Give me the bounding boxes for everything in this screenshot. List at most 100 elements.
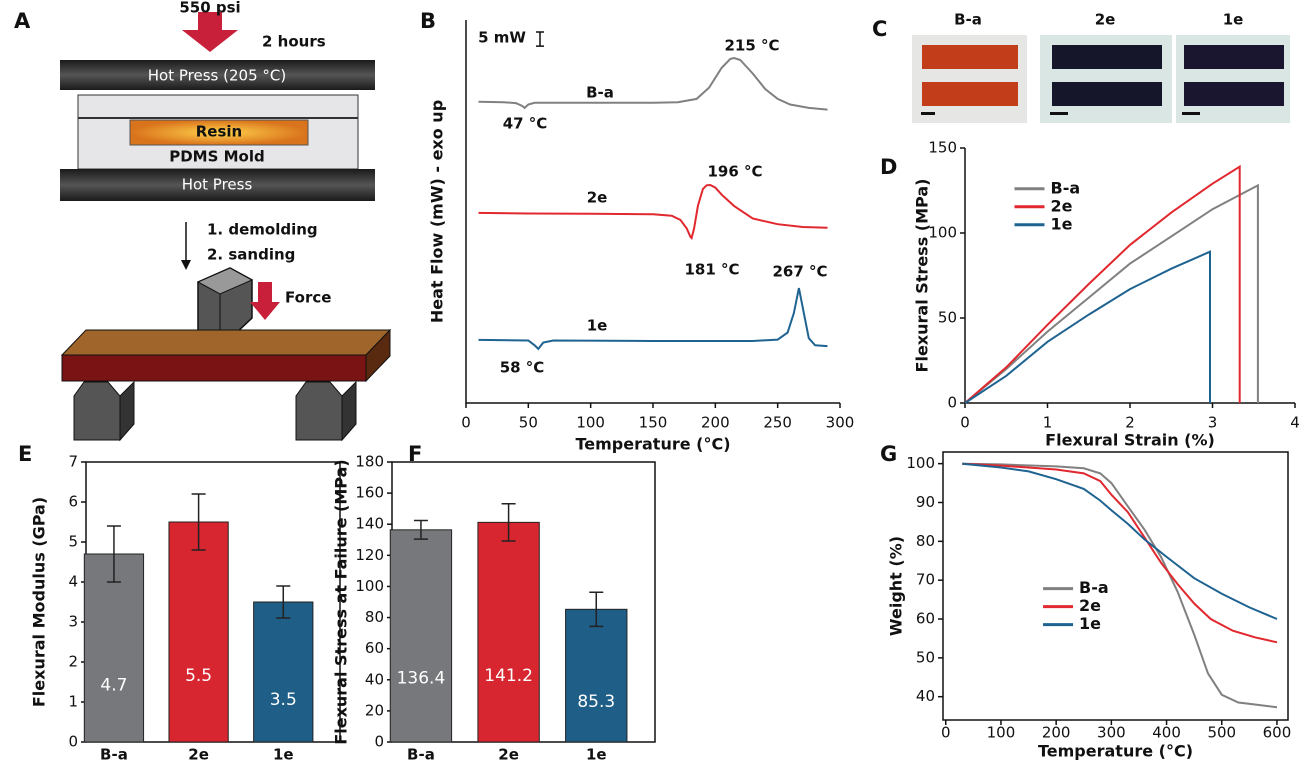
x-tick-label: 2e bbox=[498, 746, 519, 762]
y-tick-label: 60 bbox=[916, 610, 935, 628]
support bbox=[73, 381, 121, 441]
legend-label: 1e bbox=[1079, 614, 1101, 633]
scale-bar bbox=[921, 112, 935, 115]
time-label: 2 hours bbox=[262, 33, 326, 51]
value-label: 141.2 bbox=[484, 666, 533, 686]
scale-bar-label: 5 mW bbox=[478, 29, 526, 47]
resin-label: Resin bbox=[196, 123, 242, 141]
panel-label: E bbox=[18, 442, 32, 466]
panel-c: C B-a 2e 1e bbox=[872, 11, 1290, 123]
panel-label: A bbox=[14, 9, 31, 33]
annotation: 47 °C bbox=[503, 115, 548, 133]
top-press-label: Hot Press (205 °C) bbox=[148, 67, 286, 85]
y-tick-label: 0 bbox=[68, 733, 78, 751]
y-tick-label: 160 bbox=[355, 484, 384, 502]
sample-bar bbox=[1052, 45, 1162, 69]
y-axis-label: Flexural Stress (MPa) bbox=[913, 179, 932, 373]
y-tick-label: 0 bbox=[374, 733, 384, 751]
step-2: 2. sanding bbox=[207, 246, 295, 264]
series-line bbox=[962, 462, 1278, 620]
x-tick-label: 200 bbox=[1042, 724, 1071, 742]
x-tick-label: 200 bbox=[701, 414, 730, 432]
y-tick-label: 4 bbox=[68, 573, 78, 591]
sample-bar bbox=[922, 45, 1018, 69]
x-tick-label: 0 bbox=[960, 414, 970, 432]
x-tick-label: 250 bbox=[763, 414, 792, 432]
scale-bar bbox=[536, 31, 544, 47]
y-tick-label: 2 bbox=[68, 653, 78, 671]
y-tick-label: 70 bbox=[916, 571, 935, 589]
series-label: 1e bbox=[587, 317, 608, 335]
x-axis-label: Temperature (°C) bbox=[1038, 742, 1193, 761]
panel-a: A 550 psi 2 hours Hot Press (205 °C) Res… bbox=[14, 0, 392, 442]
error-bar bbox=[413, 519, 428, 540]
x-tick-label: 3 bbox=[1208, 414, 1218, 432]
error-bar bbox=[106, 525, 121, 583]
bar bbox=[565, 608, 628, 743]
force-arrow bbox=[250, 282, 280, 320]
y-tick-label: 5 bbox=[68, 533, 78, 551]
y-tick-label: 100 bbox=[928, 224, 957, 242]
support-side bbox=[341, 380, 357, 442]
x-tick-label: 1e bbox=[273, 746, 294, 762]
x-tick-label: 300 bbox=[1097, 724, 1126, 742]
sample-label: B-a bbox=[954, 11, 982, 29]
series-line bbox=[478, 287, 828, 351]
y-tick-label: 20 bbox=[365, 701, 384, 719]
process-arrow-head bbox=[181, 260, 191, 270]
x-tick-label: 300 bbox=[826, 414, 855, 432]
x-tick-label: 400 bbox=[1152, 724, 1181, 742]
bar bbox=[83, 553, 145, 743]
value-label: 136.4 bbox=[397, 668, 446, 688]
y-tick-label: 40 bbox=[365, 670, 384, 688]
x-tick-label: 1 bbox=[1043, 414, 1053, 432]
y-tick-label: 50 bbox=[938, 309, 957, 327]
x-tick-label: 0 bbox=[941, 724, 951, 742]
error-bar bbox=[276, 585, 291, 619]
legend-label: 2e bbox=[1079, 596, 1101, 615]
sample-bar bbox=[922, 82, 1018, 106]
x-axis-label: Temperature (°C) bbox=[575, 435, 730, 454]
y-tick-label: 90 bbox=[916, 493, 935, 511]
support bbox=[295, 381, 343, 441]
x-tick-label: 1e bbox=[586, 746, 607, 762]
y-tick-label: 40 bbox=[916, 687, 935, 705]
force-label: Force bbox=[285, 289, 331, 307]
y-tick-label: 180 bbox=[355, 453, 384, 471]
legend-label: 1e bbox=[1051, 214, 1073, 233]
y-tick-label: 50 bbox=[916, 648, 935, 666]
x-tick-label: 100 bbox=[987, 724, 1016, 742]
support-side bbox=[119, 380, 135, 442]
beam-side bbox=[365, 328, 391, 383]
beam-front bbox=[61, 354, 367, 382]
x-tick-label: 2e bbox=[188, 746, 209, 762]
indenter-top bbox=[196, 267, 254, 295]
beam-top bbox=[60, 329, 392, 356]
panel-label: G bbox=[880, 442, 897, 466]
plot-frame bbox=[942, 451, 1289, 721]
bar bbox=[253, 601, 314, 743]
y-tick-label: 150 bbox=[928, 139, 957, 157]
x-tick-label: 50 bbox=[519, 414, 538, 432]
sample-bar bbox=[1184, 45, 1284, 69]
axis-line bbox=[465, 20, 840, 404]
bar bbox=[477, 521, 540, 743]
sample-label: 2e bbox=[1095, 11, 1116, 29]
y-tick-label: 1 bbox=[68, 693, 78, 711]
top-press bbox=[60, 60, 375, 90]
series-line bbox=[964, 250, 1211, 404]
panel-label: C bbox=[872, 17, 887, 41]
annotation: 215 °C bbox=[724, 37, 779, 55]
y-tick-label: 120 bbox=[355, 546, 384, 564]
x-tick-label: 600 bbox=[1263, 724, 1292, 742]
bottom-press bbox=[60, 169, 375, 201]
value-label: 4.7 bbox=[100, 676, 127, 696]
bar bbox=[168, 521, 229, 743]
bar bbox=[389, 529, 453, 743]
value-label: 5.5 bbox=[185, 666, 212, 686]
y-tick-label: 140 bbox=[355, 515, 384, 533]
panel-label: B bbox=[420, 9, 436, 33]
x-tick-label: 500 bbox=[1207, 724, 1236, 742]
legend-label: 2e bbox=[1051, 196, 1073, 215]
